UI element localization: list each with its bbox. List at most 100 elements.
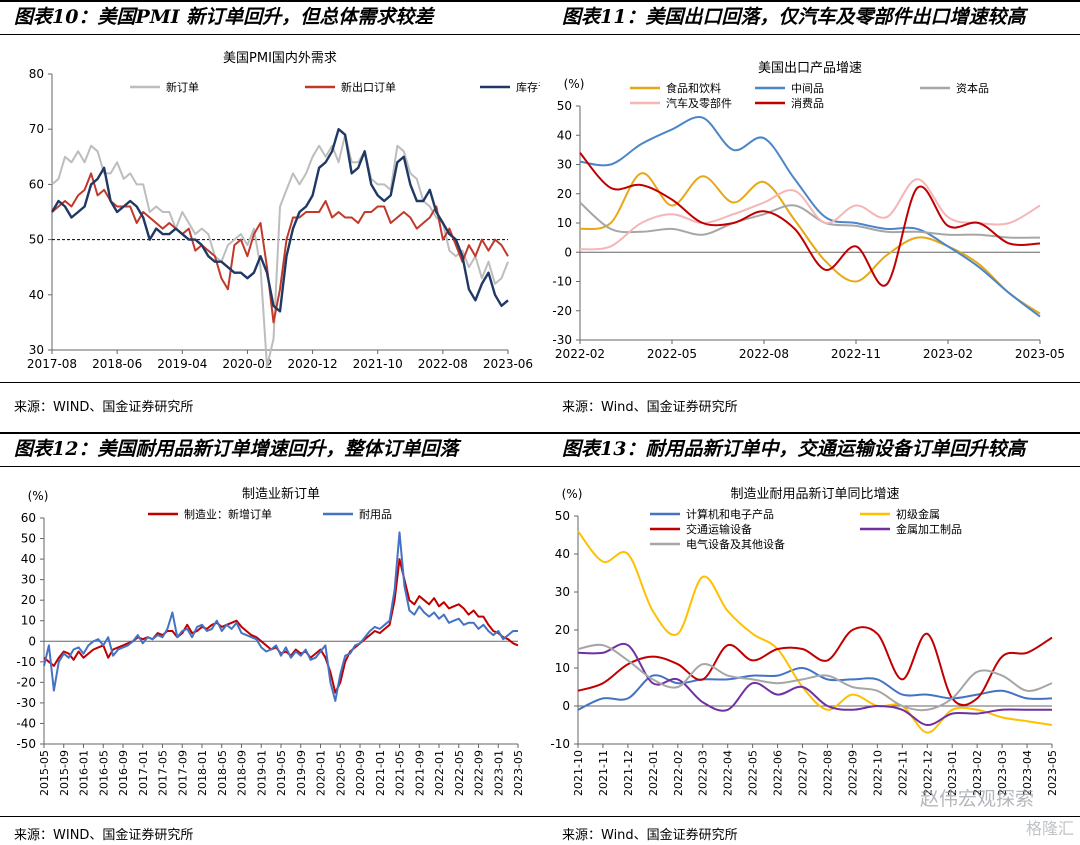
series-line [579,178,1041,251]
y-tick-label: -10 [16,655,36,669]
y-tick-label: 30 [29,343,44,357]
x-tick-label: 2021-10 [572,750,585,796]
legend-label: 电气设备及其他设备 [686,537,785,551]
x-tick-label: 2018-05 [216,750,229,796]
x-tick-label: 2021-10 [353,357,403,371]
y-tick-label: 30 [557,158,572,172]
title-rule-top [540,432,1080,434]
y-axis-unit: (%) [562,487,583,501]
legend-label: 耐用品 [359,508,392,521]
y-tick-label: 60 [21,511,36,525]
x-tick-label: 2022-06 [772,750,785,796]
x-tick-label: 2016-09 [117,750,130,796]
y-tick-label: 20 [555,623,570,637]
x-tick-label: 2015-05 [38,750,51,796]
x-tick-label: 2020-01 [315,750,328,796]
chart-title: 美国出口产品增速 [758,61,862,76]
x-tick-label: 2020-09 [354,750,367,796]
y-tick-label: 0 [28,634,36,648]
series-line [51,172,509,324]
y-tick-label: -10 [550,737,570,751]
legend-label: 新出口订单 [341,80,396,94]
series-line [43,558,519,694]
x-tick-label: 2022-01 [647,750,660,796]
x-tick-label: 2017-08 [27,357,77,371]
y-tick-label: 40 [555,547,570,561]
source-rule [540,382,1080,383]
series-line [579,116,1041,318]
y-tick-label: 30 [21,573,36,587]
y-tick-label: 10 [21,614,36,628]
x-tick-label: 2021-12 [622,750,635,796]
chart-svg: 制造业新订单 (%) -50 -40 -30 -20 -10 0 10 20 30 40 50 60 201… [16,486,525,796]
y-tick-label: 80 [29,67,44,81]
x-tick-label: 2023-04 [1021,750,1034,796]
x-tick-label: 2023-05 [1046,750,1059,796]
x-tick-label: 2018-06 [92,357,142,371]
series-line [577,643,1052,726]
x-tick-label: 2022-05 [747,750,760,796]
y-tick-label: -20 [16,675,36,689]
y-axis-unit: (%) [564,77,585,91]
x-tick-label: 2022-07 [797,750,810,796]
chart-title: 制造业新订单 [242,486,320,502]
legend-label: 新订单 [166,80,199,94]
panel-title: 图表10：美国PMI 新订单回升，但总体需求较差 [14,6,434,28]
legend-label: 计算机和电子产品 [686,507,774,521]
x-tick-label: 2017-05 [157,750,170,796]
source-rule [0,816,540,817]
y-tick-label: 40 [29,288,44,302]
x-tick-label: 2022-04 [722,750,735,796]
panel-chart13: 图表13：耐用品新订单中，交通运输设备订单回升较高 制造业耐用品新订单同比增速 (… [540,432,1080,845]
panel-chart11: 图表11：美国出口回落，仅汽车及零部件出口增速较高 美国出口产品增速 (%) -30… [540,0,1080,420]
legend-label: 交通运输设备 [686,522,752,536]
y-tick-label: -50 [16,737,36,751]
series-line [577,666,1053,711]
watermark-logo-text: 格隆汇 [1025,819,1074,838]
x-tick-label: 2022-09 [846,750,859,796]
x-tick-label: 2022-05 [647,347,697,361]
y-tick-label: 20 [21,593,36,607]
chart-svg: 制造业耐用品新订单同比增速 (%) -10 0 10 20 30 40 50 2021-10 202… [550,486,1059,796]
x-tick-label: 2017-01 [137,750,150,796]
series-line [579,172,1041,315]
y-tick-label: -10 [552,275,572,289]
panel-title: 图表11：美国出口回落，仅汽车及零部件出口增速较高 [562,6,1026,28]
series-line [51,133,509,368]
x-tick-label: 2022-08 [821,750,834,796]
x-tick-label: 2022-05 [453,750,466,796]
panel-chart12: 图表12：美国耐用品新订单增速回升，整体订单回落 制造业新订单 (%) -50 -40… [0,432,540,845]
x-tick-label: 2022-10 [871,750,884,796]
x-tick-label: 2019-04 [157,357,207,371]
y-tick-label: 40 [21,552,36,566]
x-tick-label: 2023-05 [512,750,525,796]
x-tick-label: 2021-01 [374,750,387,796]
series-line [43,531,518,702]
legend-label: 制造业：新增订单 [184,507,272,521]
y-tick-label: -40 [16,716,36,730]
y-axis-unit: (%) [28,489,49,503]
y-tick-label: 60 [29,177,44,191]
x-tick-label: 2015-09 [58,750,71,796]
title-rule-top [0,432,540,434]
x-tick-label: 2016-01 [78,750,91,796]
legend-label: 金属加工制品 [896,522,962,536]
x-tick-label: 2016-05 [97,750,110,796]
x-tick-label: 2022-03 [697,750,710,796]
legend-label: 汽车及零部件 [666,96,732,110]
x-tick-label: 2021-05 [394,750,407,796]
x-tick-label: 2019-05 [275,750,288,796]
source-text: 来源：Wind、国金证券研究所 [562,828,738,843]
source-text: 来源：WIND、国金证券研究所 [14,400,194,415]
panel-title: 图表12：美国耐用品新订单增速回升，整体订单回落 [14,438,459,460]
title-rule-bottom [0,34,540,35]
y-tick-label: 50 [21,532,36,546]
x-tick-label: 2022-01 [433,750,446,796]
chart-svg: 美国出口产品增速 (%) -30 -20 -10 0 10 20 30 40 50 2022-02 20… [552,61,1065,361]
y-tick-label: 20 [557,187,572,201]
source-text: 来源：Wind、国金证券研究所 [562,400,738,415]
y-tick-label: -30 [552,333,572,347]
x-tick-label: 2020-02 [222,357,272,371]
legend-label: 食品和饮料 [666,81,721,95]
series-line [579,152,1041,287]
